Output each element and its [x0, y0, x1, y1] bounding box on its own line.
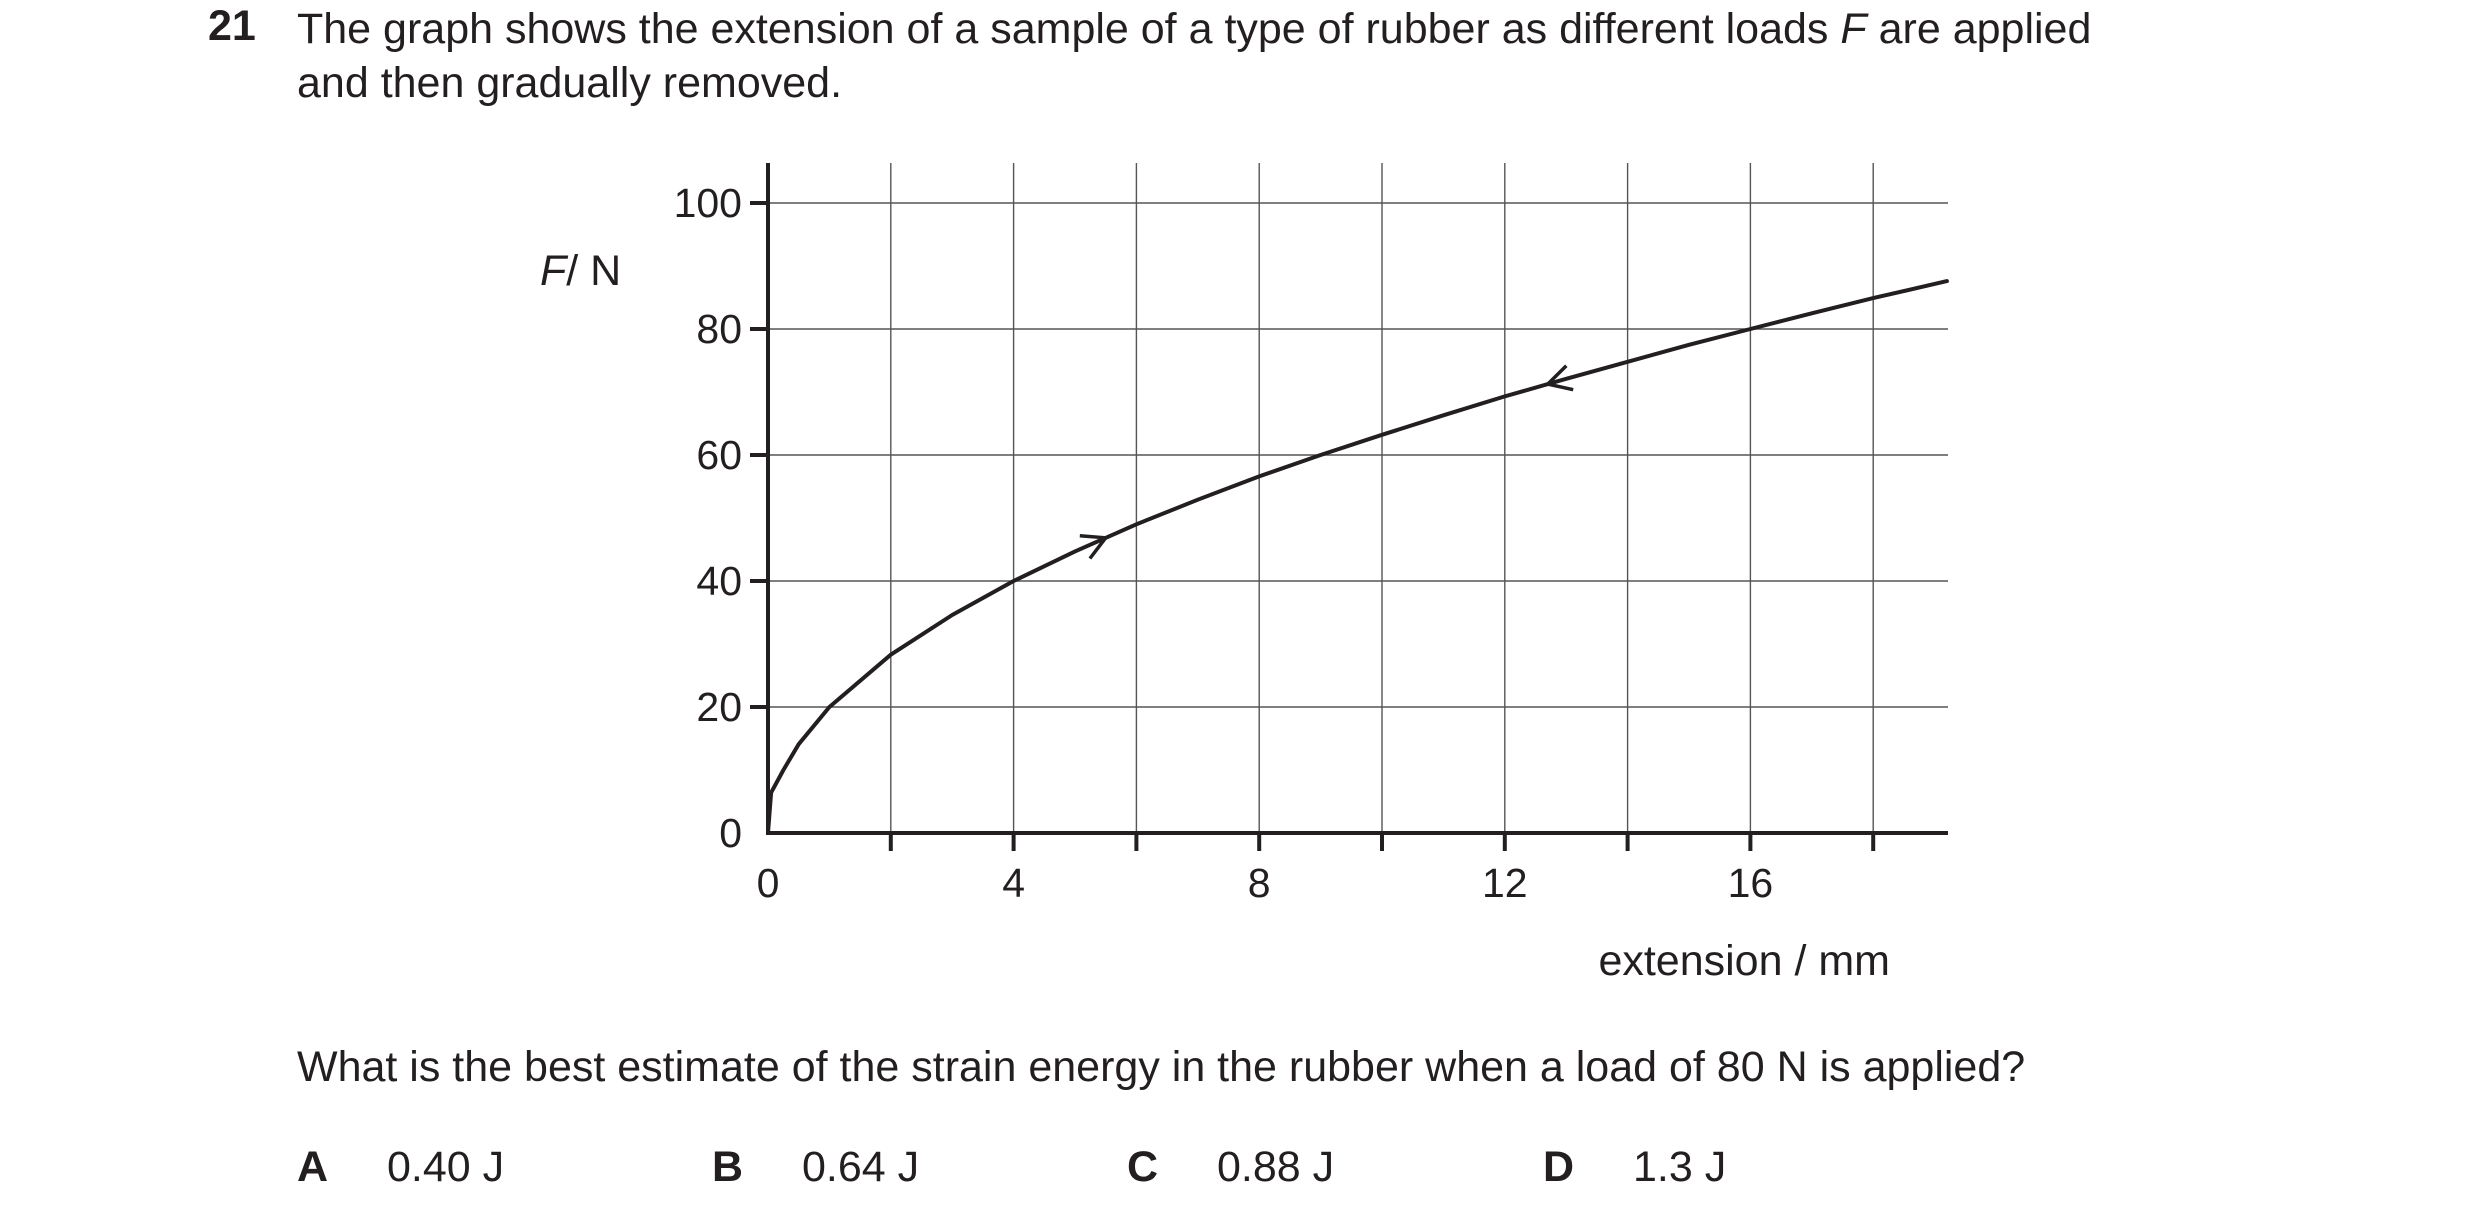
direction-arrows — [1079, 364, 1574, 560]
option-c-letter: C — [1127, 1143, 1159, 1191]
x-tick-label: 12 — [1482, 860, 1528, 906]
y-axis-label: F/ N — [540, 247, 621, 295]
option-c-value: 0.88 J — [1217, 1143, 1335, 1191]
y-tick-label: 100 — [674, 180, 742, 226]
option-b-letter: B — [712, 1143, 744, 1191]
x-tick-label: 16 — [1728, 860, 1774, 906]
tick-marks — [750, 201, 1876, 851]
option-a[interactable]: A 0.40 J — [297, 1143, 504, 1192]
option-a-value: 0.40 J — [387, 1143, 505, 1191]
tick-labels: 0 4 8 12 16 0 20 40 60 80 100 — [674, 180, 1774, 906]
y-tick-label: 40 — [696, 558, 742, 604]
stem-line-2: and then gradually removed. — [297, 59, 843, 107]
grid-lines — [768, 163, 1948, 833]
option-b-value: 0.64 J — [802, 1143, 920, 1191]
y-tick-label: 60 — [696, 432, 742, 478]
axes — [766, 163, 1948, 835]
option-c[interactable]: C 0.88 J — [1127, 1143, 1334, 1192]
stem-line-1: The graph shows the extension of a sampl… — [297, 2, 2297, 56]
x-tick-label: 0 — [757, 860, 780, 906]
x-tick-label: 8 — [1248, 860, 1271, 906]
option-d-value: 1.3 J — [1633, 1143, 1727, 1191]
option-b[interactable]: B 0.64 J — [712, 1143, 919, 1192]
option-d-letter: D — [1543, 1143, 1575, 1191]
stem-variable: F — [1840, 5, 1867, 53]
y-tick-label: 0 — [719, 810, 742, 856]
unloading-arrow — [1544, 364, 1574, 392]
x-tick-label: 4 — [1002, 860, 1025, 906]
question-prompt: What is the best estimate of the strain … — [297, 1043, 2026, 1091]
y-axis-variable: F — [540, 247, 569, 295]
y-axis-unit: / N — [566, 247, 621, 295]
loading-arrow — [1079, 533, 1110, 560]
y-tick-label: 80 — [696, 306, 742, 352]
y-tick-label: 20 — [696, 684, 742, 730]
option-a-letter: A — [297, 1143, 329, 1191]
stem-text-a: The graph shows the extension of a sampl… — [297, 5, 1841, 53]
data-curve — [766, 279, 1949, 835]
question-number: 21 — [208, 2, 256, 50]
load-extension-curve — [766, 279, 1949, 835]
question-stem: The graph shows the extension of a sampl… — [297, 2, 2297, 110]
stem-text-b: are applied — [1866, 5, 2092, 53]
option-d[interactable]: D 1.3 J — [1543, 1143, 1726, 1192]
x-axis-label: extension / mm — [1598, 937, 1890, 985]
